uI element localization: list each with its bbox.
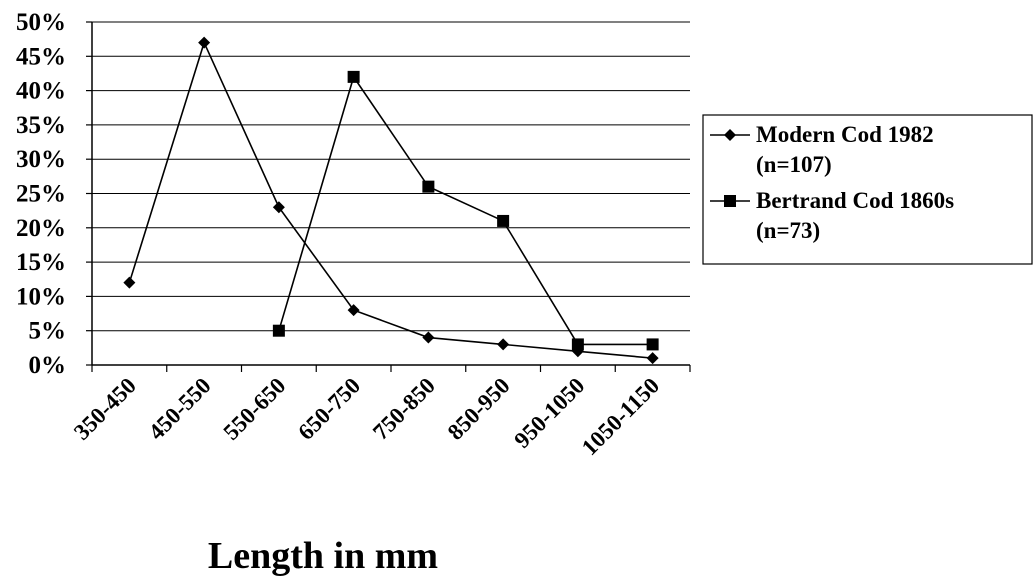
series-line xyxy=(278,75,653,346)
series-1 xyxy=(123,36,659,365)
data-point xyxy=(571,338,584,351)
y-tick-label: 45% xyxy=(16,43,66,70)
legend-marker xyxy=(724,195,736,207)
series-line xyxy=(128,40,653,359)
data-point xyxy=(497,214,510,227)
series-2 xyxy=(272,70,659,351)
x-tick-label: 350-450 xyxy=(69,373,141,445)
y-tick-label: 20% xyxy=(16,215,66,242)
y-tick-label: 5% xyxy=(29,318,67,345)
data-point xyxy=(347,304,360,317)
data-point xyxy=(347,70,360,83)
legend-entry-text: (n=73) xyxy=(756,218,820,243)
legend-entry-text: (n=107) xyxy=(756,152,832,177)
y-tick-label: 50% xyxy=(16,9,66,36)
x-tick-label: 750-850 xyxy=(368,373,440,445)
y-tick-label: 25% xyxy=(16,181,66,208)
data-point xyxy=(422,180,435,193)
data-point xyxy=(422,331,435,344)
data-point xyxy=(497,338,510,351)
gridlines xyxy=(92,21,690,332)
axes xyxy=(86,21,691,372)
y-tick-label: 0% xyxy=(29,352,67,379)
y-tick-label: 15% xyxy=(16,249,66,276)
legend-marker xyxy=(724,129,736,141)
y-axis-tick-labels: 0% 5% 10% 15% 20% 25% 30% 35% 40% 45% 50% xyxy=(16,9,66,379)
x-tick-label: 850-950 xyxy=(443,373,515,445)
legend-entry-text: Bertrand Cod 1860s xyxy=(756,188,954,213)
x-axis-tick-labels: 350-450 450-550 550-650 650-750 750-850 850-9… xyxy=(69,373,664,460)
x-tick-label: 450-550 xyxy=(144,373,216,445)
y-tick-label: 35% xyxy=(16,112,66,139)
legend: Modern Cod 1982 (n=107) Bertrand Cod 1860s… xyxy=(702,114,1033,265)
y-tick-label: 40% xyxy=(16,78,66,105)
x-tick-label: 1050-1150 xyxy=(577,373,664,460)
data-point xyxy=(272,324,285,337)
y-tick-label: 30% xyxy=(16,146,66,173)
legend-entry-text: Modern Cod 1982 xyxy=(756,122,934,147)
y-tick-label: 10% xyxy=(16,283,66,310)
data-point xyxy=(272,201,285,214)
data-point xyxy=(646,338,659,351)
x-tick-label: 650-750 xyxy=(293,373,365,445)
x-tick-label: 550-650 xyxy=(219,373,291,445)
data-point xyxy=(198,36,211,49)
data-point xyxy=(123,276,136,289)
x-axis-title: Length in mm xyxy=(208,535,438,577)
data-point xyxy=(646,352,659,365)
series xyxy=(123,36,659,365)
legend-box xyxy=(702,114,1033,265)
